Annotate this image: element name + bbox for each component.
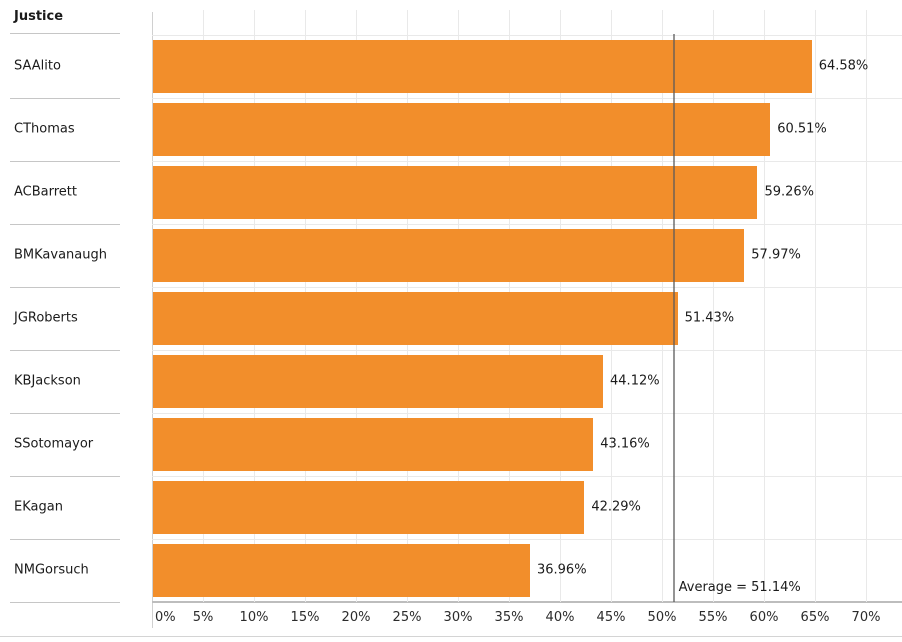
bar-value-label: 43.16% [600,436,650,452]
bar-cthomas[interactable] [153,102,771,156]
row-label-saalito[interactable]: SAAlito [14,58,61,74]
bar-value-label: 60.51% [777,121,827,137]
row-divider [10,538,120,540]
bar-kbjackson[interactable] [153,354,604,408]
bar-acbarrett[interactable] [153,165,758,219]
row-divider [10,349,120,351]
gridline-horizontal [152,349,902,351]
gridline-horizontal [152,412,902,414]
x-axis-tick-label: 10% [239,610,269,625]
bar-value-label: 36.96% [536,562,587,578]
x-axis-tick-label: 50% [647,610,677,625]
x-axis-tick-label: 45% [596,610,626,625]
bar-bmkavanaugh[interactable] [153,228,745,282]
x-axis-tick-label: 30% [443,610,473,625]
row-label-acbarrett[interactable]: ACBarrett [14,184,77,200]
x-axis-tick-label: 5% [192,610,214,625]
average-reference-line [672,34,675,602]
x-axis-tick-label: 15% [290,610,320,625]
row-label-nmgorsuch[interactable]: NMGorsuch [14,562,89,578]
row-label-ekagan[interactable]: EKagan [14,499,63,515]
bar-ekagan[interactable] [153,480,585,534]
x-axis-tick-label: 55% [698,610,728,625]
gridline-horizontal [152,286,902,288]
bar-value-label: 59.26% [764,184,815,200]
x-axis-tick-label: 0% [155,610,176,625]
gridline-vertical [815,10,816,602]
row-header-title: Justice [14,9,64,24]
row-label-kbjackson[interactable]: KBJackson [14,373,81,389]
x-axis-tick-label: 40% [545,610,575,625]
x-axis-line [152,601,902,603]
bar-ssotomayor[interactable] [153,417,594,471]
y-axis-line [152,12,153,628]
row-label-bmkavanaugh[interactable]: BMKavanaugh [14,247,107,263]
row-label-ssotomayor[interactable]: SSotomayor [14,436,94,452]
bar-nmgorsuch[interactable] [153,543,530,597]
bar-value-label: 42.29% [591,499,641,515]
x-axis-tick-label: 35% [494,610,524,625]
gridline-horizontal [152,538,902,540]
bar-value-label: 64.58% [818,58,869,74]
gridline-horizontal [152,475,902,477]
row-divider [10,475,120,477]
bar-value-label: 44.12% [610,373,660,389]
x-axis-tick-label: 20% [341,610,371,625]
row-divider [10,412,120,414]
gridline-vertical [764,10,765,602]
gridline-horizontal [152,160,902,162]
x-axis-tick-label: 25% [392,610,422,625]
x-axis-tick-label: 70% [851,610,881,625]
average-reference-label: Average = 51.14% [678,580,801,595]
row-divider [10,286,120,288]
row-divider [10,160,120,162]
gridline-vertical [713,10,714,602]
bar-saalito[interactable] [153,39,812,93]
bar-value-label: 51.43% [684,310,735,326]
bar-value-label: 57.97% [751,247,801,263]
x-axis-tick-label: 65% [800,610,830,625]
gridline-horizontal [152,223,902,225]
x-axis-tick-label: 60% [749,610,779,625]
row-label-jgroberts[interactable]: JGRoberts [14,310,78,326]
gridline-vertical [866,10,867,602]
gridline-horizontal [152,97,902,99]
gridline-horizontal [152,34,902,36]
bar-jgroberts[interactable] [153,291,678,345]
row-divider [10,601,120,603]
row-label-cthomas[interactable]: CThomas [14,121,75,137]
row-divider [10,223,120,225]
row-divider [10,97,120,99]
header-underline [10,33,120,34]
chart-bottom-border [0,636,902,637]
